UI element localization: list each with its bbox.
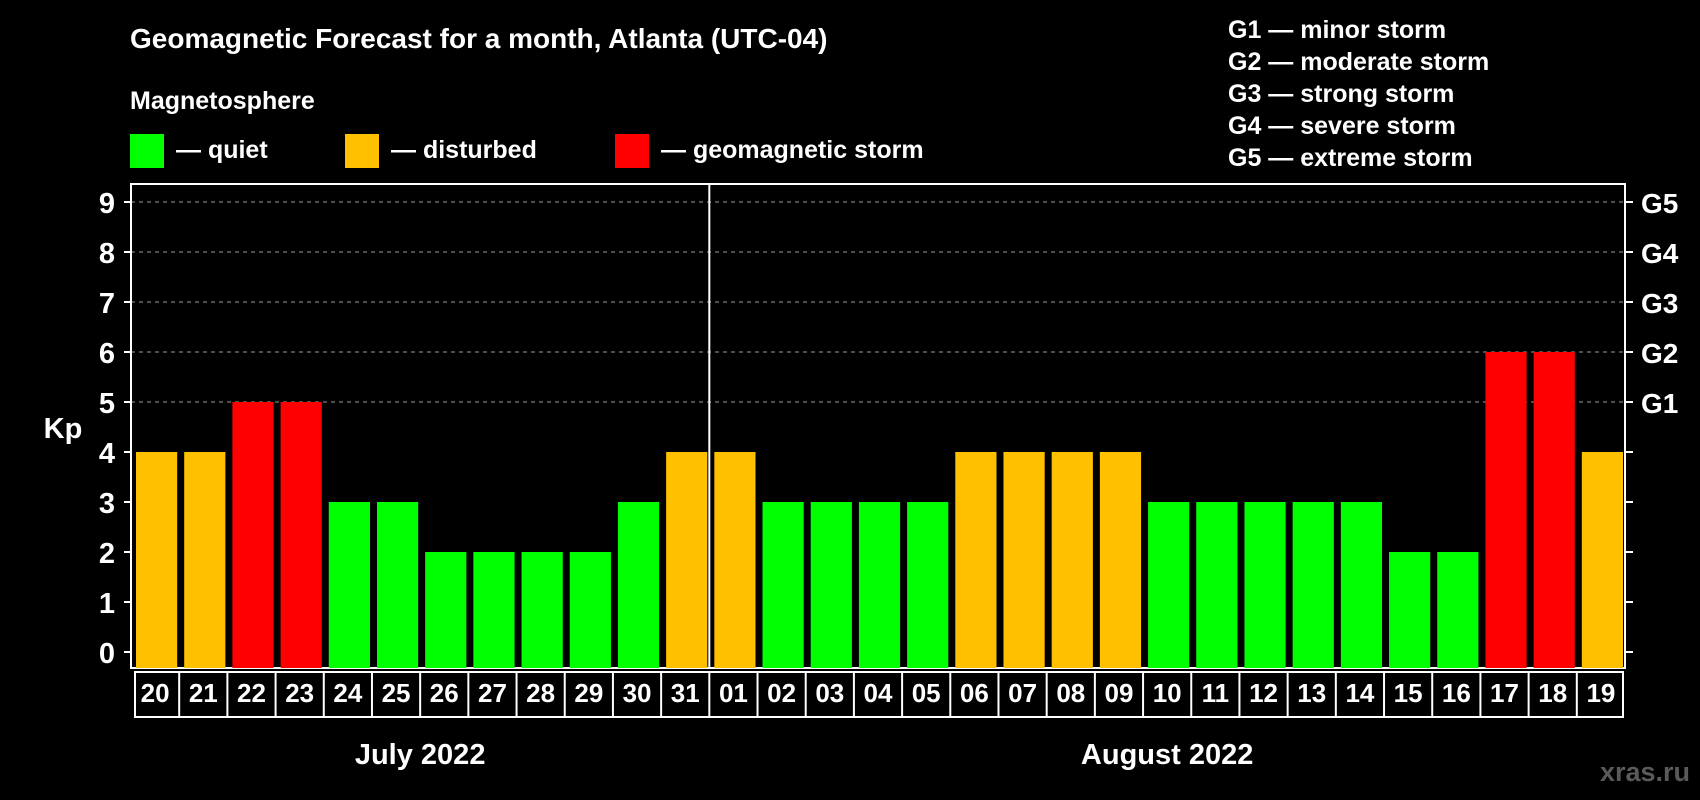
legend-label: — geomagnetic storm: [661, 136, 924, 164]
storm-scale-item: G4 — severe storm: [1228, 112, 1456, 140]
bar: [666, 452, 708, 668]
bar: [1437, 552, 1479, 668]
x-tick-label: 17: [1490, 678, 1519, 708]
x-tick-label: 26: [430, 678, 459, 708]
y-tick-label: 3: [99, 488, 115, 520]
watermark: xras.ru: [1600, 757, 1690, 787]
bar: [1581, 452, 1623, 668]
y-tick-label: 2: [99, 538, 115, 570]
storm-scale-item: G2 — moderate storm: [1228, 48, 1489, 76]
bar: [1533, 352, 1575, 668]
right-axis-label: G3: [1641, 288, 1678, 319]
bar: [1051, 452, 1093, 668]
x-tick-label: 02: [767, 678, 796, 708]
x-tick-label: 06: [960, 678, 989, 708]
y-tick-label: 0: [99, 638, 115, 670]
x-tick-label: 14: [1345, 678, 1374, 708]
legend-swatch: [130, 134, 164, 168]
x-tick-label: 31: [671, 678, 700, 708]
bar: [955, 452, 997, 668]
y-tick-label: 1: [99, 588, 115, 620]
x-tick-label: 03: [815, 678, 844, 708]
bar: [762, 502, 804, 668]
x-tick-label: 22: [237, 678, 266, 708]
x-tick-label: 04: [864, 678, 893, 708]
bar: [1340, 502, 1383, 668]
y-tick-label: 7: [99, 288, 115, 320]
month-label: August 2022: [1081, 739, 1253, 771]
x-tick-label: 23: [285, 678, 314, 708]
y-tick-label: 8: [99, 238, 115, 270]
x-tick-label: 09: [1105, 678, 1134, 708]
legend-label: — disturbed: [391, 136, 537, 164]
x-tick-label: 08: [1056, 678, 1085, 708]
right-axis-label: G2: [1641, 338, 1678, 369]
bar: [473, 552, 515, 668]
x-tick-label: 30: [623, 678, 652, 708]
x-tick-label: 29: [574, 678, 603, 708]
x-tick-label: 11: [1202, 678, 1230, 708]
right-axis-label: G1: [1641, 388, 1678, 419]
bar: [907, 502, 949, 668]
bar: [858, 502, 901, 668]
y-tick-label: 4: [99, 438, 115, 470]
bar: [714, 452, 756, 668]
bar: [232, 402, 274, 668]
date-row-frame: [134, 671, 1624, 718]
right-axis-label: G4: [1641, 238, 1679, 269]
x-tick-label: 18: [1538, 678, 1567, 708]
x-tick-label: 27: [478, 678, 507, 708]
x-tick-label: 10: [1153, 678, 1182, 708]
legend-swatch: [345, 134, 379, 168]
bar: [376, 502, 419, 668]
legend-label: — quiet: [176, 136, 268, 164]
x-tick-label: 28: [526, 678, 555, 708]
storm-scale-item: G1 — minor storm: [1228, 16, 1446, 44]
bar: [1485, 352, 1527, 668]
x-tick-label: 12: [1249, 678, 1278, 708]
x-tick-label: 19: [1586, 678, 1615, 708]
bar: [328, 502, 370, 668]
x-tick-label: 07: [1008, 678, 1037, 708]
x-tick-label: 15: [1394, 678, 1423, 708]
bar: [617, 502, 660, 668]
x-tick-label: 24: [333, 678, 362, 708]
storm-scale-item: G5 — extreme storm: [1228, 144, 1473, 172]
x-tick-label: 16: [1442, 678, 1471, 708]
bar: [184, 452, 226, 668]
bar: [1292, 502, 1334, 668]
month-label: July 2022: [355, 739, 486, 771]
bar: [1099, 452, 1142, 668]
legend-swatch: [615, 134, 649, 168]
bar: [1389, 552, 1431, 668]
right-axis-label: G5: [1641, 188, 1678, 219]
x-tick-label: 01: [719, 678, 748, 708]
bar: [136, 452, 178, 668]
bar: [1196, 502, 1238, 668]
legend-title: Magnetosphere: [130, 87, 315, 115]
chart-title: Geomagnetic Forecast for a month, Atlant…: [130, 23, 828, 54]
bar: [1003, 452, 1045, 668]
x-tick-label: 13: [1297, 678, 1326, 708]
x-tick-label: 21: [189, 678, 218, 708]
bar: [521, 552, 563, 668]
y-tick-label: 5: [99, 388, 115, 420]
bar: [569, 552, 611, 668]
y-axis-label: Kp: [44, 413, 83, 445]
y-tick-label: 6: [99, 338, 115, 370]
x-tick-label: 25: [382, 678, 411, 708]
bar: [280, 402, 322, 668]
bar: [810, 502, 852, 668]
bar: [1244, 502, 1286, 668]
storm-scale-item: G3 — strong storm: [1228, 80, 1454, 108]
bar: [1148, 502, 1190, 668]
bar: [425, 552, 467, 668]
x-tick-label: 20: [141, 678, 170, 708]
x-tick-label: 05: [912, 678, 941, 708]
y-tick-label: 9: [99, 188, 115, 220]
